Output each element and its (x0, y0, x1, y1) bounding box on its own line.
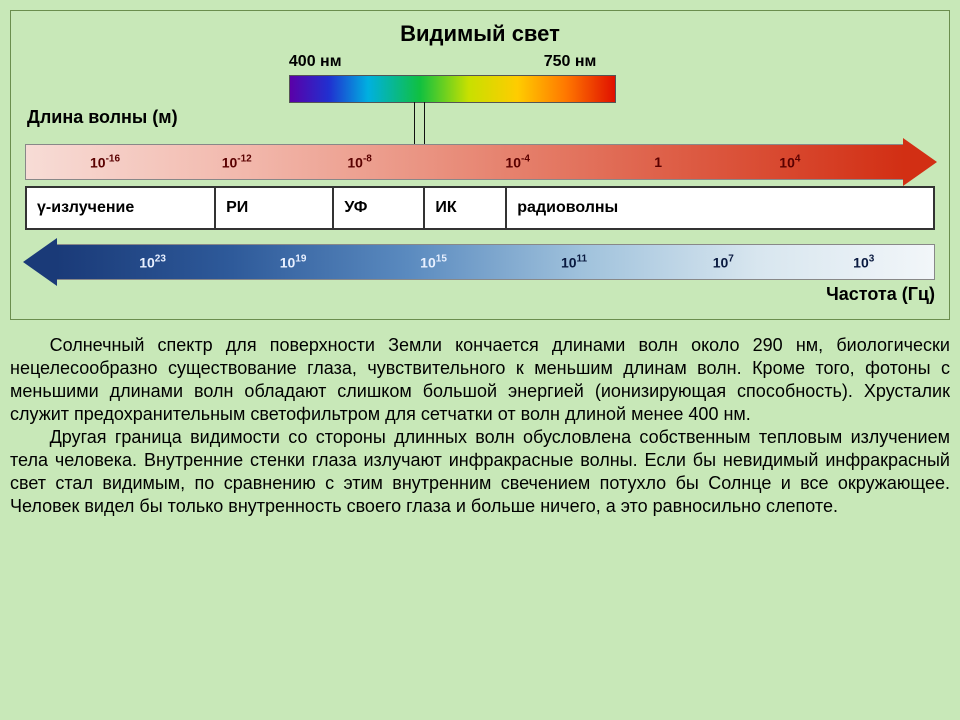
spectrum-diagram: Видимый свет 400 нм 750 нм Длина волны (… (10, 10, 950, 320)
diagram-title: Видимый свет (25, 21, 935, 47)
band-cell: ИК (425, 188, 507, 228)
body-text: Солнечный спектр для поверхности Земли к… (10, 334, 950, 518)
frequency-tick: 1015 (420, 254, 447, 271)
wavelength-arrow-body: 10-16 10-12 10-8 10-4 1 104 (25, 144, 905, 180)
connector-right (424, 102, 425, 144)
wavelength-tick: 104 (779, 154, 800, 171)
connector-left (414, 102, 415, 144)
body-paragraph: Солнечный спектр для поверхности Земли к… (10, 334, 950, 426)
nm-label-left: 400 нм (289, 53, 342, 71)
wavelength-tick: 1 (654, 154, 662, 170)
frequency-tick: 107 (713, 254, 734, 271)
frequency-tick: 1019 (280, 254, 307, 271)
frequency-arrow-body: 1023 1019 1015 1011 107 103 (55, 244, 935, 280)
band-cell: γ-излучение (25, 188, 216, 228)
nm-label-right: 750 нм (544, 53, 597, 71)
wavelength-arrow-head (903, 138, 937, 186)
wavelength-tick: 10-8 (347, 154, 371, 171)
frequency-arrow-head (23, 238, 57, 286)
frequency-tick: 1011 (561, 254, 587, 271)
frequency-tick: 1023 (139, 254, 166, 271)
body-paragraph: Другая граница видимости со стороны длин… (10, 426, 950, 518)
wavelength-axis-label: Длина волны (м) (27, 107, 935, 128)
wavelength-tick: 10-16 (90, 154, 120, 171)
visible-spectrum-bar (289, 75, 617, 103)
radiation-bands-row: γ-излучениеРИУФИКрадиоволны (25, 186, 935, 230)
nm-labels-row: 400 нм 750 нм (25, 53, 935, 75)
frequency-tick: 103 (853, 254, 874, 271)
connector-lines (25, 130, 935, 144)
band-cell: РИ (216, 188, 334, 228)
wavelength-arrow: 10-16 10-12 10-8 10-4 1 104 (25, 144, 935, 180)
wavelength-tick: 10-12 (222, 154, 252, 171)
band-cell: УФ (334, 188, 425, 228)
visible-spectrum-row (25, 75, 935, 103)
frequency-axis-label: Частота (Гц) (25, 284, 935, 305)
wavelength-tick: 10-4 (505, 154, 529, 171)
frequency-arrow: 1023 1019 1015 1011 107 103 (25, 244, 935, 280)
band-cell: радиоволны (507, 188, 935, 228)
